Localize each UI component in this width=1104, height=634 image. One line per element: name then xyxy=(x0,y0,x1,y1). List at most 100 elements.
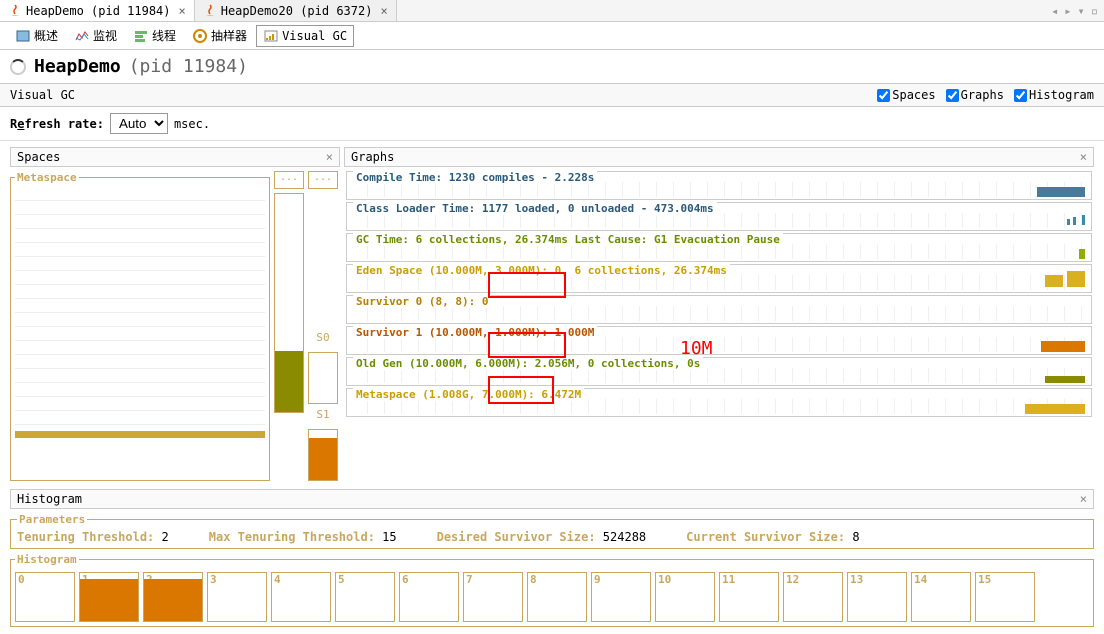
graph-row: Metaspace (1.008G, 7.000M): 6.472M xyxy=(346,388,1092,417)
graph-legend: Survivor 1 (10.000M, 1.000M): 1.000M xyxy=(353,326,597,339)
close-icon[interactable]: × xyxy=(1080,150,1087,164)
histogram-cell-label: 7 xyxy=(466,573,473,586)
param-item: Current Survivor Size: 8 xyxy=(686,530,859,544)
histogram-cell-fill xyxy=(144,579,202,621)
checkbox[interactable] xyxy=(877,89,890,102)
histogram-cell-label: 9 xyxy=(594,573,601,586)
graphs-pane: Graphs × Compile Time: 1230 compiles - 2.… xyxy=(344,147,1094,485)
check-label: Spaces xyxy=(892,88,935,102)
panel-header: Visual GC Spaces Graphs Histogram xyxy=(0,83,1104,107)
toolbar-sampler[interactable]: 抽样器 xyxy=(185,24,254,47)
metaspace-chart xyxy=(15,188,265,438)
threads-icon xyxy=(133,28,149,44)
overview-icon xyxy=(15,28,31,44)
graph-row: Survivor 0 (8, 8): 0 xyxy=(346,295,1092,324)
spaces-pane: Spaces× Metaspace ... ... S0 S1 xyxy=(10,147,340,485)
graph-legend: Class Loader Time: 1177 loaded, 0 unload… xyxy=(353,202,717,215)
close-icon[interactable]: × xyxy=(179,4,186,18)
s0-bar xyxy=(308,352,338,404)
java-icon xyxy=(203,4,217,18)
page-title: HeapDemo xyxy=(34,56,121,77)
histogram-cell-label: 12 xyxy=(786,573,799,586)
graph-grid xyxy=(351,182,1087,197)
histogram-cell: 6 xyxy=(399,572,459,622)
graph-row: Class Loader Time: 1177 loaded, 0 unload… xyxy=(346,202,1092,231)
graph-legend: Eden Space (10.000M, 3.000M): 0, 6 colle… xyxy=(353,264,730,277)
toolbar-label: Visual GC xyxy=(282,29,347,43)
graph-bar xyxy=(1067,214,1085,228)
close-icon[interactable]: × xyxy=(380,4,387,18)
toolbar-label: 抽样器 xyxy=(211,27,247,44)
histogram-cell-label: 11 xyxy=(722,573,735,586)
nav-left-icon[interactable]: ◂ xyxy=(1051,4,1058,18)
toolbar: 概述 监视 线程 抽样器 Visual GC xyxy=(0,22,1104,50)
graph-grid xyxy=(351,275,1087,290)
checkbox[interactable] xyxy=(1014,89,1027,102)
old-fill xyxy=(275,351,303,412)
graph-bar xyxy=(1045,271,1085,290)
histogram-cell: 0 xyxy=(15,572,75,622)
refresh-unit: msec. xyxy=(174,117,210,131)
toolbar-label: 概述 xyxy=(34,27,58,44)
metaspace-legend: Metaspace xyxy=(15,171,79,184)
old-gen-bar xyxy=(274,193,304,413)
param-item: Max Tenuring Threshold: 15 xyxy=(209,530,397,544)
histogram-cell: 12 xyxy=(783,572,843,622)
close-icon[interactable]: × xyxy=(326,150,333,164)
toolbar-monitor[interactable]: 监视 xyxy=(67,24,124,47)
check-label: Graphs xyxy=(961,88,1004,102)
tab-heapdemo[interactable]: HeapDemo (pid 11984) × xyxy=(0,0,195,21)
graph-grid xyxy=(351,368,1087,383)
histogram-cell-label: 3 xyxy=(210,573,217,586)
annotation-label: 10M xyxy=(680,338,713,359)
histogram-title: Histogram xyxy=(17,492,82,506)
histogram-cell-label: 15 xyxy=(978,573,991,586)
nav-right-icon[interactable]: ▸ xyxy=(1064,4,1071,18)
tab-label: HeapDemo20 (pid 6372) xyxy=(221,4,373,18)
toolbar-overview[interactable]: 概述 xyxy=(8,24,65,47)
histogram-fieldset: Histogram 0123456789101112131415 xyxy=(10,553,1094,627)
toolbar-threads[interactable]: 线程 xyxy=(126,24,183,47)
toolbar-visualgc[interactable]: Visual GC xyxy=(256,25,354,47)
tab-heapdemo20[interactable]: HeapDemo20 (pid 6372) × xyxy=(195,0,397,21)
graph-legend: Compile Time: 1230 compiles - 2.228s xyxy=(353,171,597,184)
tab-nav: ◂ ▸ ▾ ▫ xyxy=(1045,4,1104,18)
histogram-cell: 11 xyxy=(719,572,779,622)
graph-grid xyxy=(351,306,1087,321)
toolbar-label: 监视 xyxy=(93,27,117,44)
refresh-select[interactable]: Auto xyxy=(110,113,168,134)
graph-bar xyxy=(1037,187,1085,197)
histogram-cell: 3 xyxy=(207,572,267,622)
histogram-cell: 13 xyxy=(847,572,907,622)
histogram-cell: 15 xyxy=(975,572,1035,622)
histogram-cell: 8 xyxy=(527,572,587,622)
check-spaces[interactable]: Spaces xyxy=(877,88,935,102)
graph-grid xyxy=(351,244,1087,259)
graph-grid xyxy=(351,213,1087,228)
graph-row: Survivor 1 (10.000M, 1.000M): 1.000M xyxy=(346,326,1092,355)
checkbox[interactable] xyxy=(946,89,959,102)
dots-box: ... xyxy=(274,171,304,189)
histogram-cell-label: 5 xyxy=(338,573,345,586)
histogram-cell-label: 8 xyxy=(530,573,537,586)
graphs-title: Graphs xyxy=(351,150,394,164)
parameters-fieldset: Parameters Tenuring Threshold: 2Max Tenu… xyxy=(10,513,1094,549)
s1-label: S1 xyxy=(308,408,338,421)
graph-bar xyxy=(1079,249,1085,259)
s0-label: S0 xyxy=(308,331,338,344)
check-label: Histogram xyxy=(1029,88,1094,102)
refresh-label: Refresh rate: xyxy=(10,117,104,131)
check-histogram[interactable]: Histogram xyxy=(1014,88,1094,102)
close-icon[interactable]: × xyxy=(1080,492,1087,506)
toolbar-label: 线程 xyxy=(152,27,176,44)
histogram-cell-label: 0 xyxy=(18,573,25,586)
graph-legend: Metaspace (1.008G, 7.000M): 6.472M xyxy=(353,388,584,401)
graph-legend: GC Time: 6 collections, 26.374ms Last Ca… xyxy=(353,233,783,246)
histogram-cell: 10 xyxy=(655,572,715,622)
nav-dropdown-icon[interactable]: ▾ xyxy=(1078,4,1085,18)
nav-maximize-icon[interactable]: ▫ xyxy=(1091,4,1098,18)
check-graphs[interactable]: Graphs xyxy=(946,88,1004,102)
histogram-cell-fill xyxy=(80,579,138,621)
graph-bar xyxy=(1041,341,1085,352)
graph-row: GC Time: 6 collections, 26.374ms Last Ca… xyxy=(346,233,1092,262)
